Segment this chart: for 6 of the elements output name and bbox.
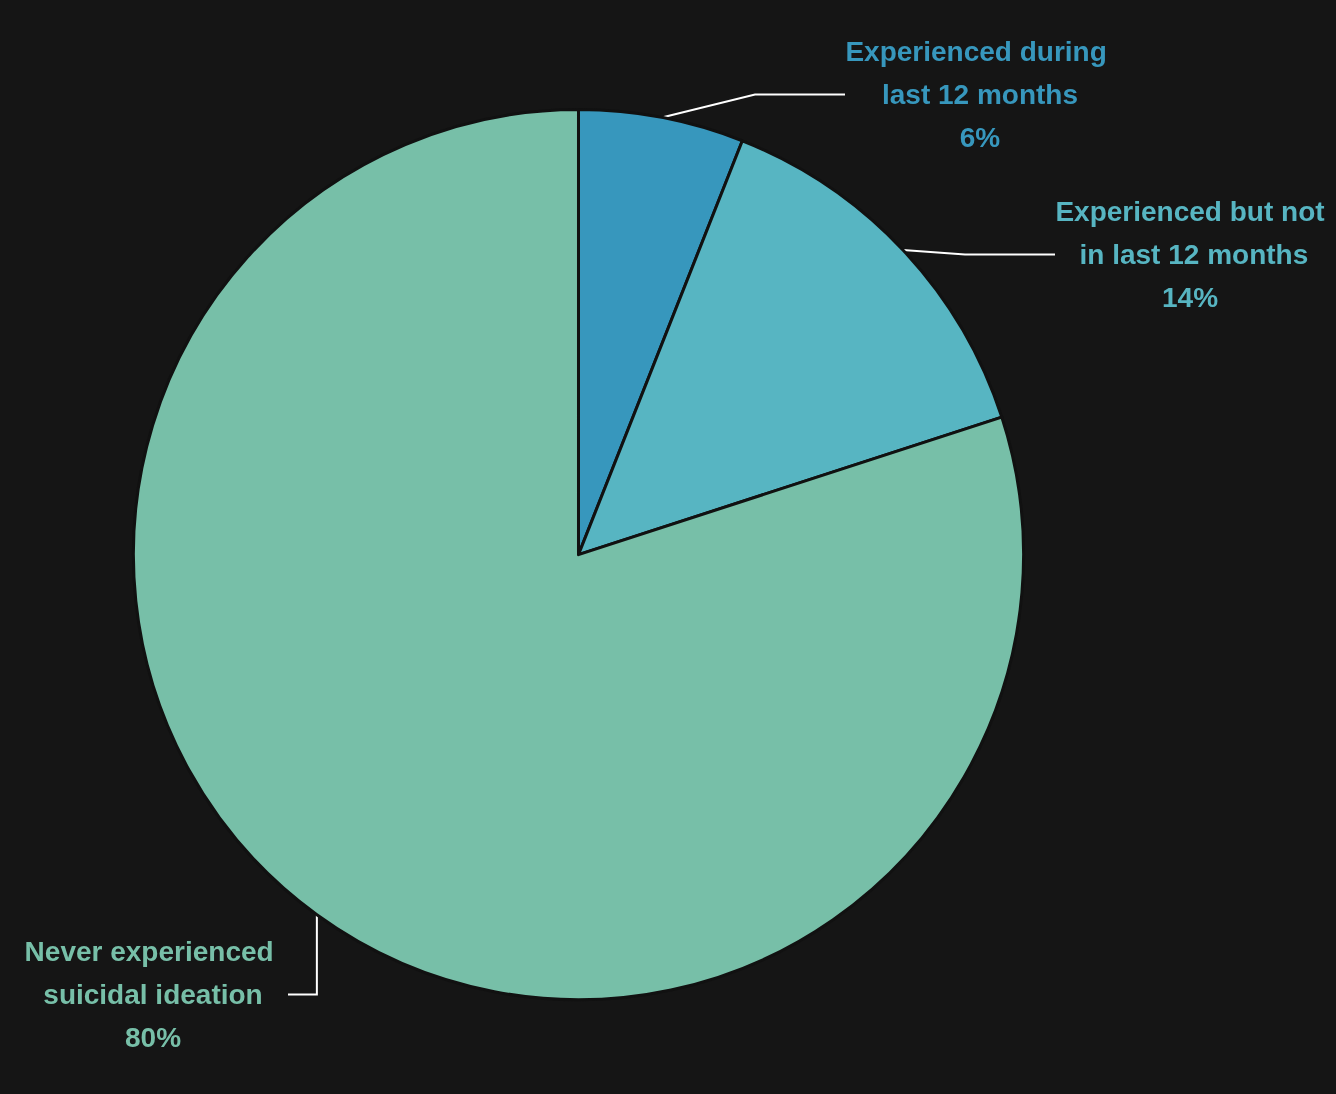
slice-label: Experienced during last 12 months bbox=[845, 36, 1115, 110]
data-label: 80% bbox=[124, 1022, 182, 1053]
slice-label: Experienced but not in last 12 months bbox=[1055, 196, 1325, 270]
data-label: 14% bbox=[1161, 282, 1219, 313]
slice-label: Never experienced suicidal ideation bbox=[24, 936, 282, 1010]
data-label: 6% bbox=[959, 122, 1001, 153]
